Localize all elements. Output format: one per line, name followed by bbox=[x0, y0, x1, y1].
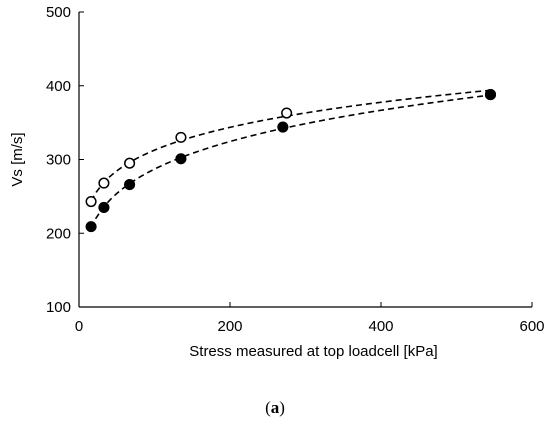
figure-caption: (a) bbox=[0, 398, 550, 418]
open-data-point bbox=[124, 157, 136, 169]
filled-data-point bbox=[175, 153, 187, 165]
y-tick-label: 500 bbox=[46, 4, 71, 21]
filled-data-point bbox=[98, 201, 110, 213]
open-data-point bbox=[85, 195, 97, 208]
chart: 0 200 400 600 100 200 300 400 500 Stress measur… bbox=[9, 4, 545, 360]
caption-letter: a bbox=[270, 398, 280, 417]
y-tick-label: 300 bbox=[46, 152, 71, 169]
caption-close: ) bbox=[279, 398, 285, 417]
y-tick-label: 400 bbox=[46, 78, 71, 95]
x-tick-label: 200 bbox=[217, 318, 242, 335]
filled-data-point bbox=[484, 89, 497, 101]
y-axis-ticks: 100 200 300 400 500 bbox=[46, 4, 84, 316]
filled-data-point bbox=[124, 179, 136, 191]
x-tick-label: 600 bbox=[519, 318, 544, 335]
trendline-series-1 bbox=[90, 89, 491, 202]
plot-axes bbox=[78, 12, 532, 308]
y-axis-title: Vs [m/s] bbox=[9, 132, 26, 186]
open-data-point bbox=[281, 107, 293, 119]
open-data-point bbox=[98, 177, 110, 189]
x-tick-label: 0 bbox=[75, 318, 83, 335]
filled-data-point bbox=[85, 221, 97, 233]
x-axis-ticks: 0 200 400 600 bbox=[75, 302, 545, 335]
y-tick-label: 100 bbox=[46, 299, 71, 316]
x-axis-title: Stress measured at top loadcell [kPa] bbox=[189, 343, 437, 360]
x-tick-label: 400 bbox=[368, 318, 393, 335]
caption-open: ( bbox=[265, 398, 271, 417]
open-data-point bbox=[175, 131, 187, 143]
y-tick-label: 200 bbox=[46, 225, 71, 242]
filled-data-point bbox=[277, 121, 289, 133]
series-points bbox=[85, 89, 497, 233]
trendline-series-2 bbox=[90, 94, 491, 229]
